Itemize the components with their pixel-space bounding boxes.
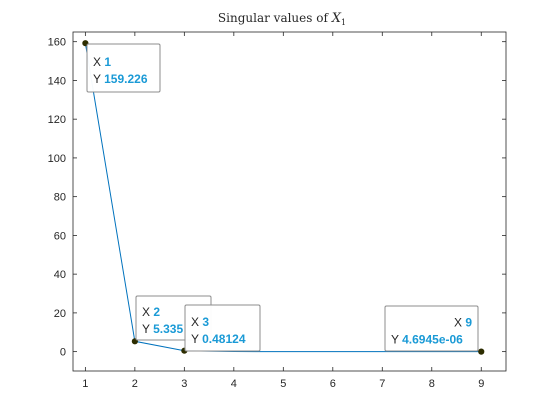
datatip-box [86,43,161,93]
datatip-y-row: Y 4.6945e-06 [391,333,463,347]
chart-title-subscript: 1 [341,18,346,27]
datatip-3[interactable]: X 3Y 0.48124 [184,304,261,352]
x-tick-label: 4 [231,378,237,390]
datatip-x-row: X 1 [93,55,111,69]
datatip-x-value: 1 [104,55,111,69]
datatip-y-row: Y 159.226 [93,72,148,86]
x-tick-label: 1 [82,378,88,390]
datatip-x-row: X 9 [454,316,472,330]
datatip-x-value: 9 [465,316,472,330]
y-tick-label: 0 [60,347,66,359]
datatip-y-row: Y 0.48124 [191,332,246,346]
axis-ticks: 1 2 3 4 5 6 7 8 9 0 20 40 60 80 100 120 140 160 [48,32,506,390]
x-tick-label: 5 [280,378,286,390]
datatip-x-value: 3 [202,315,209,329]
series-group [82,40,485,355]
datatip-marker[interactable] [82,40,89,47]
datatip-box [384,305,479,352]
chart-title-text: Singular values of [218,11,332,25]
y-tick-label: 100 [48,153,66,165]
datatip-9[interactable]: X 9Y 4.6945e-06 [384,305,479,352]
datatip-1[interactable]: X 1Y 159.226 [86,43,161,93]
datatip-y-row: Y 5.335 [142,322,183,336]
x-tick-label: 2 [132,378,138,390]
x-tick-label: 7 [379,378,385,390]
datatip-y-key: Y [142,322,153,336]
datatip-y-value: 159.226 [104,72,148,86]
datatip-x-key: X [454,316,465,330]
y-tick-label: 40 [54,269,66,281]
datatip-box [184,304,261,352]
datatip-y-key: Y [391,333,402,347]
datatip-y-value: 4.6945e-06 [402,333,463,347]
chart-title: Singular values of X1 [218,11,346,27]
datatip-x-key: X [93,55,104,69]
datatip-x-value: 2 [153,305,160,319]
x-tick-label: 8 [429,378,435,390]
chart-title-symbol: X [331,11,342,26]
y-tick-label: 80 [54,192,66,204]
datatip-marker[interactable] [478,348,485,355]
datatip-y-key: Y [191,332,202,346]
x-tick-label: 3 [181,378,187,390]
y-tick-label: 120 [48,114,66,126]
datatip-y-key: Y [93,72,104,86]
datatip-x-row: X 2 [142,305,160,319]
x-tick-label: 6 [330,378,336,390]
y-tick-label: 60 [54,230,66,242]
y-tick-label: 160 [48,37,66,49]
datatip-x-row: X 3 [191,315,209,329]
series-line [84,43,482,353]
y-tick-label: 20 [54,308,66,320]
datatip-x-key: X [142,305,153,319]
datatip-y-value: 5.335 [153,322,183,336]
datatip-y-value: 0.48124 [202,332,246,346]
x-tick-label: 9 [478,378,484,390]
y-tick-label: 140 [48,75,66,87]
datatip-x-key: X [191,315,202,329]
